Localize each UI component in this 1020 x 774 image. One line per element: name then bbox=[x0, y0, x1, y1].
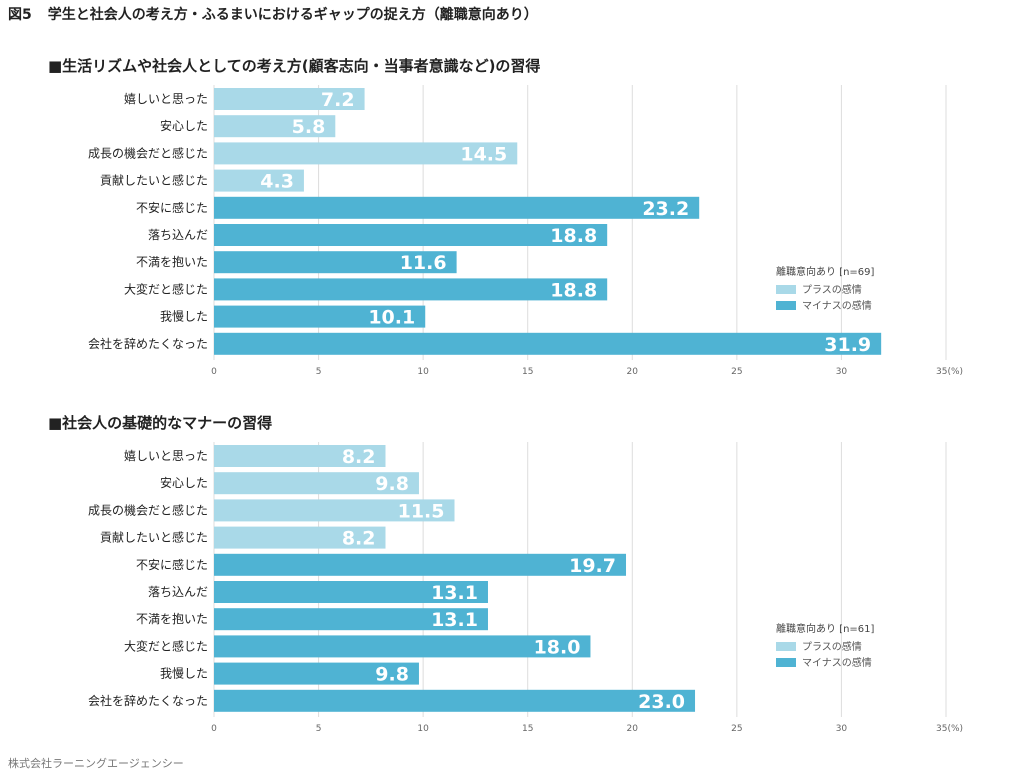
data-label: 14.5 bbox=[460, 143, 507, 165]
legend-label: マイナスの感情 bbox=[802, 656, 872, 669]
bar bbox=[214, 472, 419, 495]
tick-label: 35(%) bbox=[936, 367, 963, 377]
data-label: 18.0 bbox=[534, 636, 581, 658]
category-label: 成長の機会だと感じた bbox=[88, 502, 208, 517]
tick-label: 35(%) bbox=[936, 724, 963, 734]
chart-1: 0 5 10 15 20 25 30 35(%) 嬉しいと思った 7.2 安心した 5.8 成長の機会だ… bbox=[88, 85, 963, 377]
category-label: 不安に感じた bbox=[136, 557, 208, 572]
tick-label: 5 bbox=[316, 367, 322, 377]
tick-label: 25 bbox=[731, 724, 742, 734]
data-label: 18.8 bbox=[550, 225, 597, 247]
bar bbox=[214, 115, 336, 138]
category-label: 会社を辞めたくなった bbox=[88, 693, 208, 708]
bar bbox=[214, 445, 386, 467]
bar bbox=[214, 553, 627, 576]
legend-swatch-minus bbox=[776, 658, 796, 667]
category-label: 安心した bbox=[160, 475, 208, 490]
category-label: 落ち込んだ bbox=[148, 228, 208, 242]
bar bbox=[214, 499, 455, 522]
chart-2: 0 5 10 15 20 25 30 35(%) 嬉しいと思った 8.2 安心した 9.8 成長の機会だ… bbox=[88, 442, 963, 734]
bar bbox=[214, 224, 608, 246]
data-label: 13.1 bbox=[431, 582, 478, 604]
data-label: 10.1 bbox=[368, 307, 415, 329]
data-label: 31.9 bbox=[824, 334, 871, 356]
bar bbox=[214, 196, 700, 219]
legend-title: 離職意向あり [n=69] bbox=[776, 265, 875, 278]
category-label: 貢献したいと感じた bbox=[100, 173, 208, 188]
category-label: 不満を抱いた bbox=[136, 611, 208, 626]
bar bbox=[214, 142, 518, 165]
data-label: 8.2 bbox=[342, 528, 376, 550]
category-label: 大変だと感じた bbox=[124, 638, 208, 653]
bar bbox=[214, 635, 591, 658]
data-label: 7.2 bbox=[321, 89, 355, 111]
bar bbox=[214, 608, 488, 631]
tick-label: 25 bbox=[731, 367, 742, 377]
tick-label: 30 bbox=[836, 367, 848, 377]
bar bbox=[214, 305, 426, 328]
category-label: 嬉しいと思った bbox=[124, 449, 208, 463]
tick-label: 0 bbox=[211, 724, 217, 734]
legend-swatch-plus bbox=[776, 285, 796, 294]
data-label: 19.7 bbox=[569, 555, 616, 577]
category-label: 我慢した bbox=[160, 667, 208, 681]
legend-label: マイナスの感情 bbox=[802, 299, 872, 312]
legend-label: プラスの感情 bbox=[802, 283, 862, 296]
bar bbox=[214, 689, 696, 712]
bar bbox=[214, 332, 882, 355]
data-label: 11.6 bbox=[400, 252, 447, 274]
data-label: 5.8 bbox=[292, 116, 326, 138]
data-label: 18.8 bbox=[550, 279, 597, 301]
category-label: 嬉しいと思った bbox=[124, 92, 208, 106]
category-label: 会社を辞めたくなった bbox=[88, 336, 208, 351]
data-label: 8.2 bbox=[342, 446, 376, 468]
data-label: 23.0 bbox=[638, 691, 685, 713]
bar bbox=[214, 251, 457, 274]
category-label: 大変だと感じた bbox=[124, 281, 208, 296]
chart-1-title: ■生活リズムや社会人としての考え方(顧客志向・当事者意識など)の習得 bbox=[48, 57, 541, 75]
category-label: 安心した bbox=[160, 118, 208, 133]
tick-label: 10 bbox=[417, 367, 429, 377]
legend-swatch-plus bbox=[776, 642, 796, 651]
legend-label: プラスの感情 bbox=[802, 640, 862, 653]
tick-label: 15 bbox=[522, 724, 533, 734]
category-label: 落ち込んだ bbox=[148, 585, 208, 599]
tick-label: 15 bbox=[522, 367, 533, 377]
bar bbox=[214, 169, 304, 192]
tick-label: 20 bbox=[627, 367, 639, 377]
data-label: 9.8 bbox=[375, 473, 409, 495]
data-label: 23.2 bbox=[642, 198, 689, 220]
figure-title-text: 学生と社会人の考え方・ふるまいにおけるギャップの捉え方（離職意向あり） bbox=[47, 7, 538, 23]
category-label: 貢献したいと感じた bbox=[100, 530, 208, 545]
bar bbox=[214, 581, 488, 603]
category-label: 我慢した bbox=[160, 310, 208, 324]
bar bbox=[214, 88, 365, 110]
bar bbox=[214, 662, 419, 685]
source-credit: 株式会社ラーニングエージェンシー bbox=[8, 757, 184, 770]
tick-label: 30 bbox=[836, 724, 848, 734]
tick-label: 0 bbox=[211, 367, 217, 377]
data-label: 4.3 bbox=[260, 171, 294, 193]
data-label: 9.8 bbox=[375, 664, 409, 686]
tick-label: 5 bbox=[316, 724, 322, 734]
data-label: 11.5 bbox=[398, 500, 445, 522]
category-label: 不安に感じた bbox=[136, 200, 208, 215]
legend-swatch-minus bbox=[776, 301, 796, 310]
tick-label: 20 bbox=[627, 724, 639, 734]
data-label: 13.1 bbox=[431, 609, 478, 631]
figure-number: 図5 bbox=[8, 7, 32, 23]
category-label: 不満を抱いた bbox=[136, 254, 208, 269]
tick-label: 10 bbox=[417, 724, 429, 734]
category-label: 成長の機会だと感じた bbox=[88, 145, 208, 160]
figure-title: 図5 学生と社会人の考え方・ふるまいにおけるギャップの捉え方（離職意向あり） bbox=[8, 4, 538, 24]
bar bbox=[214, 278, 608, 301]
legend-title: 離職意向あり [n=61] bbox=[776, 622, 875, 635]
chart-2-title: ■社会人の基礎的なマナーの習得 bbox=[48, 414, 273, 432]
bar bbox=[214, 526, 386, 549]
